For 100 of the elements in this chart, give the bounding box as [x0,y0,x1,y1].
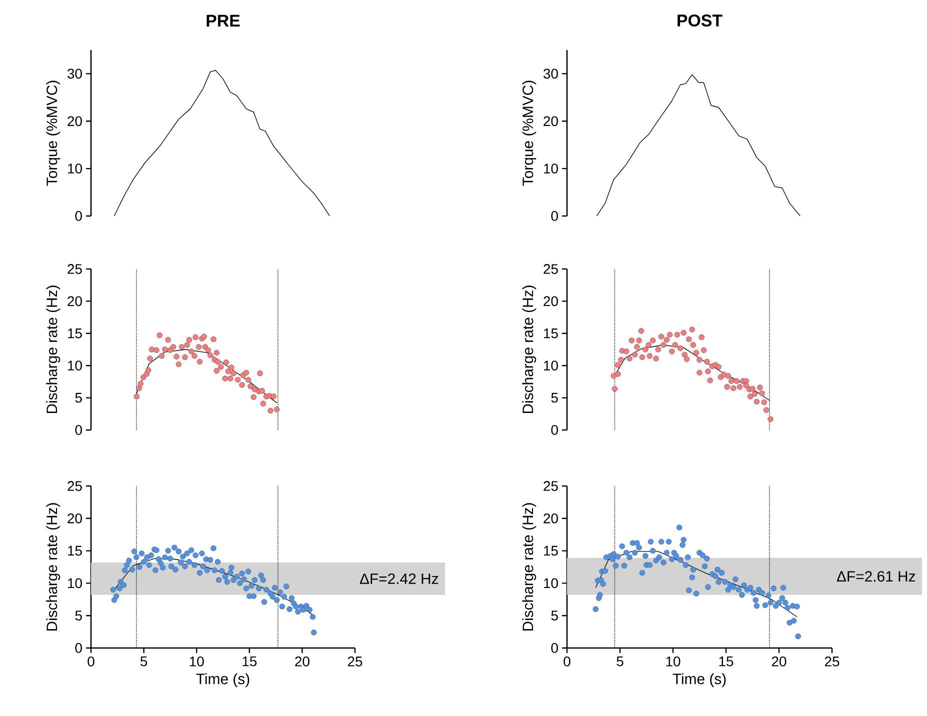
y-tick-label: 20 [544,513,558,524]
y-tick-label: 10 [68,578,82,588]
y-tick-label: 20 [544,116,558,126]
x-tick-label: 5 [616,656,624,666]
point [214,368,220,374]
point [158,353,165,359]
point [192,353,198,359]
point [207,352,214,358]
point [259,388,265,394]
y-tick-label: 20 [68,116,82,126]
point [274,406,280,412]
point [138,380,144,387]
band-label: ΔF=2.42 Hz [360,573,438,584]
y-tick-label: 25 [544,264,558,274]
y-axis-title: Discharge rate (Hz) [522,286,536,414]
point [176,361,182,368]
y-axis-title: Discharge rate (Hz) [46,286,60,414]
point [270,394,277,400]
x-tick-label: 0 [564,656,570,666]
point [140,374,146,380]
point [162,346,168,352]
y-tick-label: 5 [551,392,558,403]
point [205,347,212,354]
x-tick-label: 25 [348,656,362,666]
point [134,394,140,400]
point [214,350,220,356]
y-tick-label: 5 [551,610,558,620]
point [228,376,234,382]
x-tick-label: 15 [719,656,734,666]
y-tick-label: 0 [75,643,82,653]
point [136,385,142,392]
point [228,364,234,370]
y-tick-label: 0 [551,643,558,653]
point [257,370,263,376]
point [154,347,160,354]
y-tick-label: 10 [68,164,82,174]
point [186,336,192,343]
x-tick-label: 20 [772,656,786,666]
point [165,336,171,343]
point [196,358,203,365]
line-series [596,74,801,216]
y-tick-label: 20 [68,513,82,524]
chart-title: POST [678,14,722,27]
point [156,332,163,338]
y-tick-label: 0 [551,211,558,221]
y-tick-label: 10 [68,360,82,371]
y-axis-title: Discharge rate (Hz) [522,503,536,631]
point [230,370,236,376]
y-tick-label: 5 [75,610,82,620]
y-axis-title: Discharge rate (Hz) [46,503,60,631]
point [184,342,190,348]
point [225,368,232,374]
y-tick-label: 25 [68,264,82,274]
y-tick-label: 0 [75,425,82,435]
point [223,360,230,366]
y-axis-title: Torque (%MVC) [46,80,60,186]
y-tick-label: 0 [75,211,82,221]
y-tick-label: 15 [68,546,82,556]
point [250,394,256,400]
y-tick-label: 20 [544,296,558,306]
y-tick-label: 10 [544,360,558,371]
x-tick-label: 15 [242,656,257,666]
x-tick-label: 10 [190,656,204,666]
y-tick-label: 0 [551,425,558,435]
point [145,367,152,373]
point [188,348,194,354]
point [260,400,266,406]
band-label: ΔF=2.61 Hz [836,571,916,582]
point [245,376,252,383]
y-tick-label: 15 [68,328,82,338]
x-tick-label: 25 [824,656,840,666]
x-axis-title: Time (s) [196,673,250,688]
y-tick-label: 15 [544,546,558,556]
x-tick-label: 20 [295,656,310,666]
y-tick-label: 25 [544,481,558,491]
point [178,344,185,350]
y-tick-label: 20 [68,296,82,306]
point [192,334,198,340]
x-tick-label: 5 [140,656,148,666]
point [268,408,274,414]
point [147,356,153,362]
x-tick-label: 10 [666,656,680,666]
point [210,336,216,342]
y-tick-label: 25 [68,481,82,491]
point [218,364,224,370]
point [243,370,250,376]
y-tick-label: 10 [544,578,558,588]
y-tick-label: 10 [544,164,558,174]
point [222,376,228,382]
point [234,376,241,383]
x-tick-label: 0 [88,656,94,666]
point [196,344,202,350]
point [148,346,155,352]
point [174,354,180,360]
y-tick-label: 5 [75,392,82,403]
x-axis-title: Time (s) [672,673,726,688]
point [239,382,245,388]
y-tick-label: 15 [544,328,558,338]
line-series [114,70,330,216]
y-tick-label: 30 [67,68,82,79]
